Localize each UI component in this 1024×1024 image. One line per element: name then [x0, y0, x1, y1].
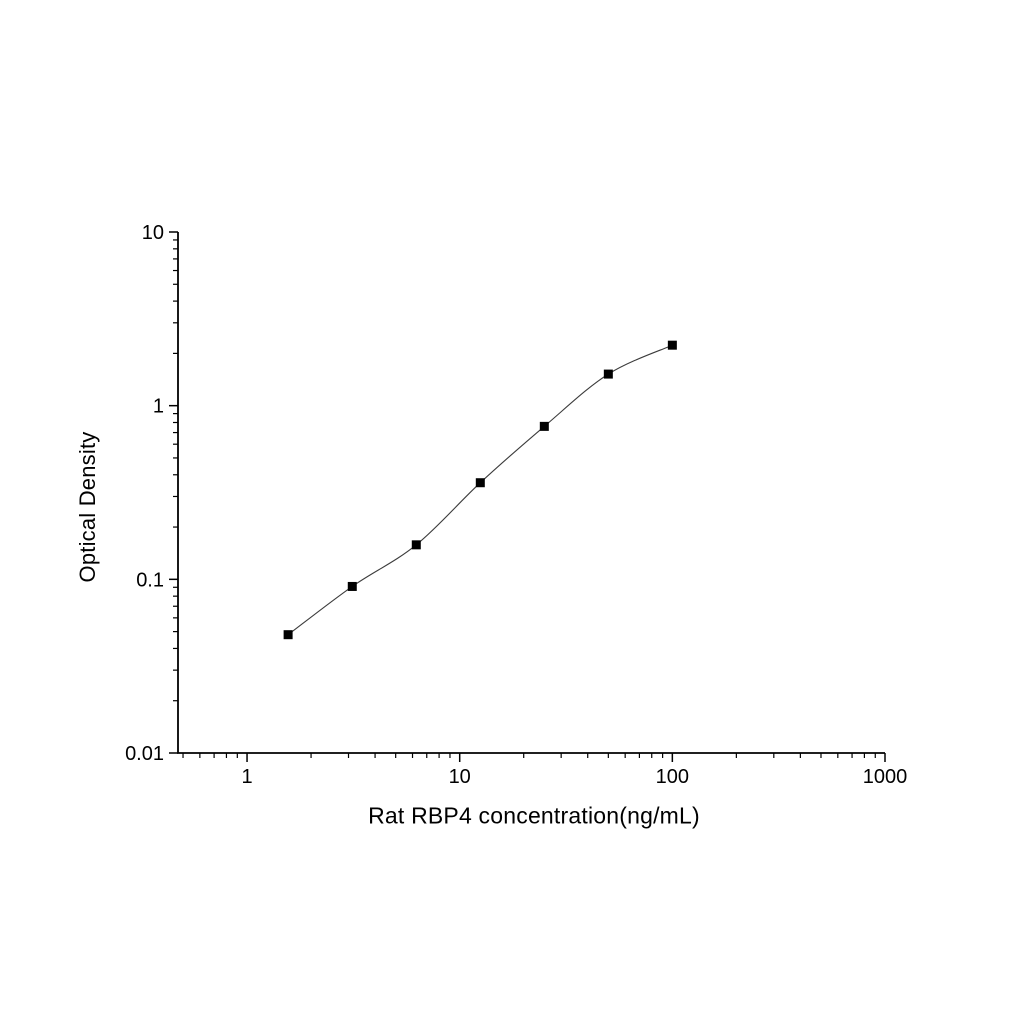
- y-tick-label: 0.01: [125, 743, 164, 765]
- data-point-marker: [475, 478, 485, 488]
- y-tick-label: 10: [142, 222, 164, 244]
- fitted-curve: [287, 344, 673, 636]
- axes: [177, 232, 885, 754]
- x-tick-label: 1000: [863, 766, 908, 788]
- data-point-marker: [347, 581, 357, 591]
- data-point-marker: [603, 369, 613, 379]
- y-axis-title: Optical Density: [75, 431, 100, 583]
- y-tick-label: 1: [153, 396, 164, 418]
- data-point-marker: [283, 630, 293, 640]
- x-tick-label: 1: [241, 766, 252, 788]
- x-tick-label: 10: [449, 766, 471, 788]
- x-axis-title: Rat RBP4 concentration(ng/mL): [368, 802, 700, 829]
- data-point-marker: [667, 340, 677, 350]
- data-point-marker: [539, 421, 549, 431]
- x-tick-label: 100: [656, 766, 689, 788]
- data-point-marker: [411, 540, 421, 550]
- y-tick-label: 0.1: [136, 569, 164, 591]
